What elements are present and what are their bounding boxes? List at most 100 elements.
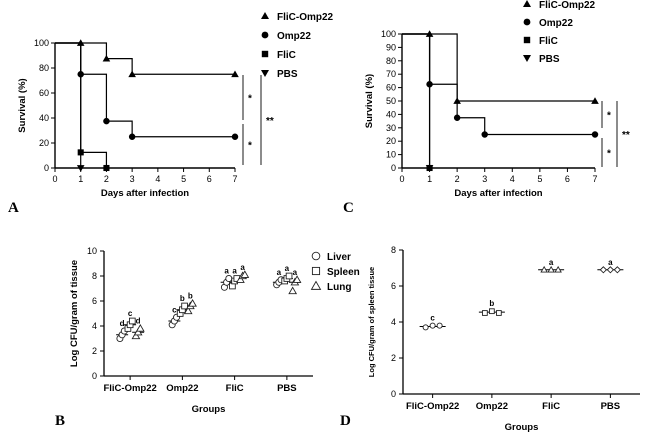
- sig-star: *: [248, 141, 252, 152]
- data-point-Lung: [133, 327, 143, 336]
- significance-letter: a: [240, 263, 245, 272]
- x-tick-label: 0: [399, 174, 404, 184]
- legend-marker-FliC-Omp22: [523, 0, 531, 7]
- data-point-Spleen: [613, 266, 622, 274]
- legend-marker-Omp22: [261, 31, 269, 39]
- data-point-FliC-Omp22: [453, 97, 461, 104]
- survival-panel-A: 0 1 2 3 4 5 6 7 0 20 40 60 80 100 Days after infection…: [8, 12, 334, 216]
- x-tick-label: 4: [155, 174, 160, 184]
- significance-letter: a: [549, 258, 554, 267]
- y-tick-label: 20: [386, 136, 396, 146]
- y-tick-label: 30: [386, 123, 396, 133]
- data-point-Omp22: [591, 131, 599, 138]
- data-point-FliC-Omp22: [591, 97, 599, 104]
- significance-letter: a: [293, 268, 298, 277]
- legend-marker-FliC: [261, 50, 269, 58]
- y-tick-label: 4: [92, 321, 97, 331]
- significance-letter: a: [232, 267, 237, 276]
- significance-letter: a: [224, 267, 229, 276]
- significance-letter: c: [172, 305, 177, 314]
- data-point-Spleen: [422, 324, 429, 331]
- legend-label: FliC-Omp22: [539, 0, 596, 11]
- series-line-FliC-Omp22: [55, 42, 235, 75]
- legend-marker-FliC: [523, 36, 531, 44]
- y-tick-label: 90: [386, 42, 396, 52]
- x-tick-label: FliC-Omp22: [406, 401, 459, 412]
- data-point-Lung: [131, 331, 141, 340]
- data-point-Spleen: [540, 265, 548, 273]
- data-point-Spleen: [436, 322, 443, 329]
- x-tick-label: FliC: [226, 383, 244, 394]
- data-point-Spleen: [181, 302, 188, 310]
- x-tick-label: 6: [207, 174, 212, 184]
- x-tick-label: 4: [510, 174, 515, 184]
- x-tick-label: 1: [427, 174, 432, 184]
- data-point-PBS: [76, 165, 85, 172]
- y-tick-label: 50: [386, 96, 396, 106]
- legend-label: Omp22: [539, 18, 573, 29]
- significance-letter: b: [489, 299, 494, 308]
- y-axis-title: Log CFU/gram of spleen tissue: [367, 267, 376, 377]
- panel-letter: A: [8, 200, 19, 216]
- panel-letter: C: [343, 200, 354, 216]
- data-point-Spleen: [599, 266, 608, 274]
- x-tick-label: 7: [592, 174, 597, 184]
- legend-label: FliC: [277, 50, 296, 61]
- panel-letter: B: [55, 413, 65, 429]
- y-tick-label: 8: [92, 271, 97, 281]
- legend-label: PBS: [539, 54, 560, 65]
- data-point-Omp22: [481, 131, 488, 138]
- data-point-Lung: [288, 286, 298, 295]
- y-tick-label: 80: [39, 63, 49, 73]
- series-line-Omp22: [55, 42, 235, 138]
- data-point-Omp22: [77, 71, 84, 78]
- x-tick-label: 2: [104, 174, 109, 184]
- y-axis-title: Log CFU/gram of tissue: [69, 260, 80, 367]
- x-tick-label: 7: [232, 174, 237, 184]
- data-point-PBS: [425, 165, 434, 172]
- x-tick-label: Omp22: [476, 401, 508, 412]
- data-point-Omp22: [426, 81, 433, 88]
- x-axis-title: Groups: [192, 404, 226, 415]
- x-tick-label: 3: [130, 174, 135, 184]
- y-tick-label: 6: [92, 296, 97, 306]
- x-tick-label: 5: [537, 174, 542, 184]
- y-tick-label: 10: [87, 246, 97, 256]
- y-tick-label: 80: [386, 56, 396, 66]
- x-tick-label: 1: [78, 174, 83, 184]
- data-point-Spleen: [489, 308, 495, 315]
- series-line-PBS: [55, 42, 82, 168]
- data-point-FliC-Omp22: [231, 70, 239, 78]
- y-tick-label: 2: [92, 346, 97, 356]
- data-point-Omp22: [453, 114, 461, 121]
- legend-marker-Omp22: [523, 18, 531, 26]
- sig-star: **: [266, 116, 274, 127]
- y-tick-label: 4: [391, 317, 396, 327]
- x-tick-label: 3: [482, 174, 487, 184]
- significance-letter: b: [188, 292, 193, 301]
- data-point-FliC-Omp22: [102, 54, 111, 62]
- y-tick-label: 6: [391, 281, 396, 291]
- legend-marker-Lung: [310, 280, 322, 290]
- significance-letter: c: [128, 309, 133, 318]
- data-point-Spleen: [547, 265, 555, 273]
- significance-letter: b: [180, 294, 185, 303]
- y-tick-label: 0: [44, 163, 49, 173]
- x-tick-label: FliC: [542, 401, 560, 412]
- sig-star: *: [248, 94, 252, 105]
- data-point-Spleen: [606, 266, 615, 274]
- y-tick-label: 60: [386, 83, 396, 93]
- series-line-FliC-Omp22: [402, 33, 595, 102]
- x-axis-title: Days after infection: [101, 188, 189, 199]
- legend-marker-FliC-Omp22: [261, 12, 269, 19]
- sig-star: *: [607, 111, 611, 122]
- x-tick-label: 2: [455, 174, 460, 184]
- data-point-Lung: [236, 275, 245, 283]
- data-point-Lung: [292, 275, 302, 283]
- data-point-Lung: [240, 270, 250, 278]
- data-point-FliC-Omp22: [128, 70, 136, 78]
- panel-letter: D: [340, 413, 351, 429]
- data-point-Omp22: [128, 133, 136, 140]
- data-point-FliC-Omp22: [425, 30, 434, 37]
